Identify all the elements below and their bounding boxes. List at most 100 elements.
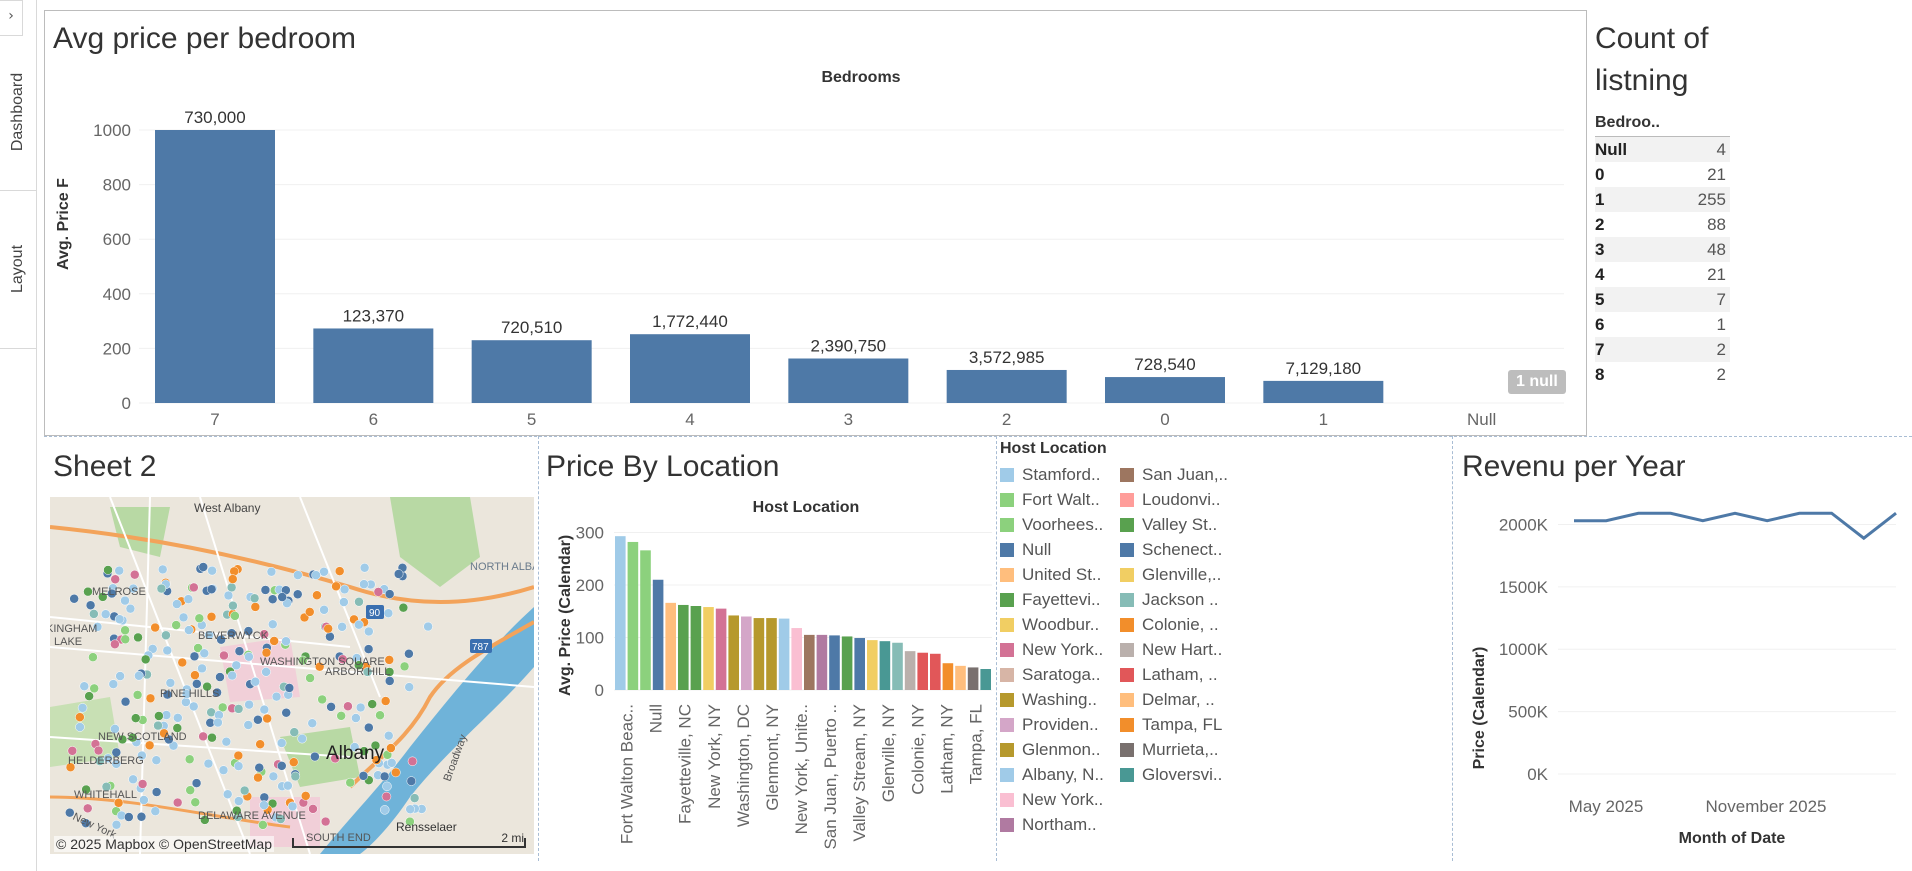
legend-item[interactable]: Saratoga..: [1000, 662, 1120, 687]
count-table-header[interactable]: Bedroo..: [1595, 114, 1730, 137]
listing-dot: [226, 628, 237, 638]
count-table-row[interactable]: Null 4: [1595, 137, 1730, 162]
legend-swatch: [1000, 517, 1014, 532]
listing-dot: [233, 704, 244, 714]
listing-dot: [207, 565, 217, 576]
legend-item[interactable]: Voorhees..: [1000, 512, 1120, 537]
listing-dot: [254, 762, 265, 773]
count-table-row[interactable]: 3 48: [1595, 237, 1730, 262]
legend-item[interactable]: New York..: [1000, 637, 1120, 662]
legend-item[interactable]: Providen..: [1000, 712, 1120, 737]
x-tick-label: Colonie, NY: [908, 704, 927, 795]
listing-dot: [337, 622, 347, 632]
count-table-row[interactable]: 1 255: [1595, 187, 1730, 212]
count-table-row[interactable]: 4 21: [1595, 262, 1730, 287]
listing-dot: [193, 643, 203, 653]
legend-item[interactable]: San Juan,..: [1120, 462, 1240, 487]
bedroom-chart-header: Bedrooms: [821, 69, 900, 86]
bar-data-label: 3,572,985: [969, 348, 1045, 367]
legend-label: Voorhees..: [1022, 514, 1104, 534]
legend-item[interactable]: Gloversvi..: [1120, 762, 1240, 787]
legend-item[interactable]: Fayettevi..: [1000, 587, 1120, 612]
listing-dot: [323, 623, 333, 634]
listing-dot: [153, 720, 163, 731]
listing-dot: [110, 639, 120, 649]
null-badge[interactable]: 1 null: [1508, 370, 1566, 394]
count-row-key: 5: [1595, 290, 1605, 309]
listing-dot: [232, 805, 242, 816]
map-label: 90: [369, 608, 381, 619]
y-tick-label: 0: [122, 394, 131, 413]
listing-dot: [317, 694, 327, 705]
listing-dot: [172, 723, 183, 733]
legend-label: Glenmon..: [1022, 739, 1101, 759]
legend-item[interactable]: Glenville,..: [1120, 562, 1240, 587]
listing-dot: [343, 701, 353, 712]
legend-label: Gloversvi..: [1142, 764, 1223, 784]
legend-item[interactable]: Fort Walt..: [1000, 487, 1120, 512]
legend-item[interactable]: Null: [1000, 537, 1120, 562]
count-row-value: 255: [1697, 190, 1726, 209]
listing-dot: [259, 629, 269, 639]
legend-item[interactable]: Stamford..: [1000, 462, 1120, 487]
legend-item[interactable]: Latham, ..: [1120, 662, 1240, 687]
listing-dot: [281, 636, 291, 646]
listing-dot: [190, 797, 201, 808]
bar: [892, 642, 903, 690]
legend-item[interactable]: Loudonvi..: [1120, 487, 1240, 512]
listing-dot: [69, 593, 79, 604]
listing-dot: [183, 594, 194, 604]
bar: [930, 653, 941, 690]
listing-dot: [307, 718, 318, 728]
revenue-line: [1574, 511, 1897, 541]
bar-data-label: 730,000: [184, 108, 245, 127]
legend-item[interactable]: United St..: [1000, 562, 1120, 587]
listing-dot: [354, 619, 364, 630]
bar: [652, 579, 664, 690]
legend-item[interactable]: Washing..: [1000, 687, 1120, 712]
legend-item[interactable]: Tampa, FL: [1120, 712, 1240, 737]
listing-dot: [271, 691, 282, 702]
chevron-right-icon[interactable]: ›: [0, 0, 23, 36]
legend-item[interactable]: Woodbur..: [1000, 612, 1120, 637]
bar-data-label: 2,390,750: [811, 337, 887, 356]
map-view[interactable]: West Albany NORTH ALBANY MELROSE BEVERWY…: [50, 497, 534, 854]
listing-dot: [382, 781, 392, 792]
legend-item[interactable]: Murrieta,..: [1120, 737, 1240, 762]
legend-item[interactable]: Delmar, ..: [1120, 687, 1240, 712]
listing-dot: [200, 815, 210, 825]
count-table-row[interactable]: 0 21: [1595, 162, 1730, 187]
x-tick-label: 2: [1002, 410, 1011, 429]
bar: [980, 669, 991, 690]
legend-item[interactable]: New York..: [1000, 787, 1120, 812]
legend-item[interactable]: Valley St..: [1120, 512, 1240, 537]
legend-item[interactable]: Northam..: [1000, 812, 1120, 837]
count-table: Bedroo.. Null 4 0 21 1 255 2 88 3 48 4 21 5 7 6 1 7 2 8 2: [1595, 114, 1730, 387]
listing-dot: [189, 582, 199, 593]
hudson-river: [320, 607, 534, 854]
tab-dashboard[interactable]: Dashboard: [0, 34, 36, 191]
legend-item[interactable]: Colonie, ..: [1120, 612, 1240, 637]
count-row-key: Null: [1595, 140, 1628, 159]
legend-item[interactable]: Albany, N..: [1000, 762, 1120, 787]
listing-dot: [137, 779, 148, 789]
map-label: WASHINGTON SQUARE: [260, 656, 385, 668]
legend-item[interactable]: Glenmon..: [1000, 737, 1120, 762]
listing-dot: [354, 660, 364, 670]
map-attribution[interactable]: © 2025 Mapbox © OpenStreetMap: [54, 836, 274, 852]
legend-item[interactable]: New Hart..: [1120, 637, 1240, 662]
listing-dot: [173, 713, 183, 723]
count-table-row[interactable]: 2 88: [1595, 212, 1730, 237]
legend-item[interactable]: Schenect..: [1120, 537, 1240, 562]
listing-dot: [281, 707, 291, 718]
tab-layout[interactable]: Layout: [0, 190, 36, 349]
legend-item[interactable]: Jackson ..: [1120, 587, 1240, 612]
legend-label: Saratoga..: [1022, 664, 1101, 684]
listing-dot: [228, 600, 238, 611]
legend-label: Fort Walt..: [1022, 489, 1100, 509]
count-row-value: 88: [1707, 215, 1726, 234]
